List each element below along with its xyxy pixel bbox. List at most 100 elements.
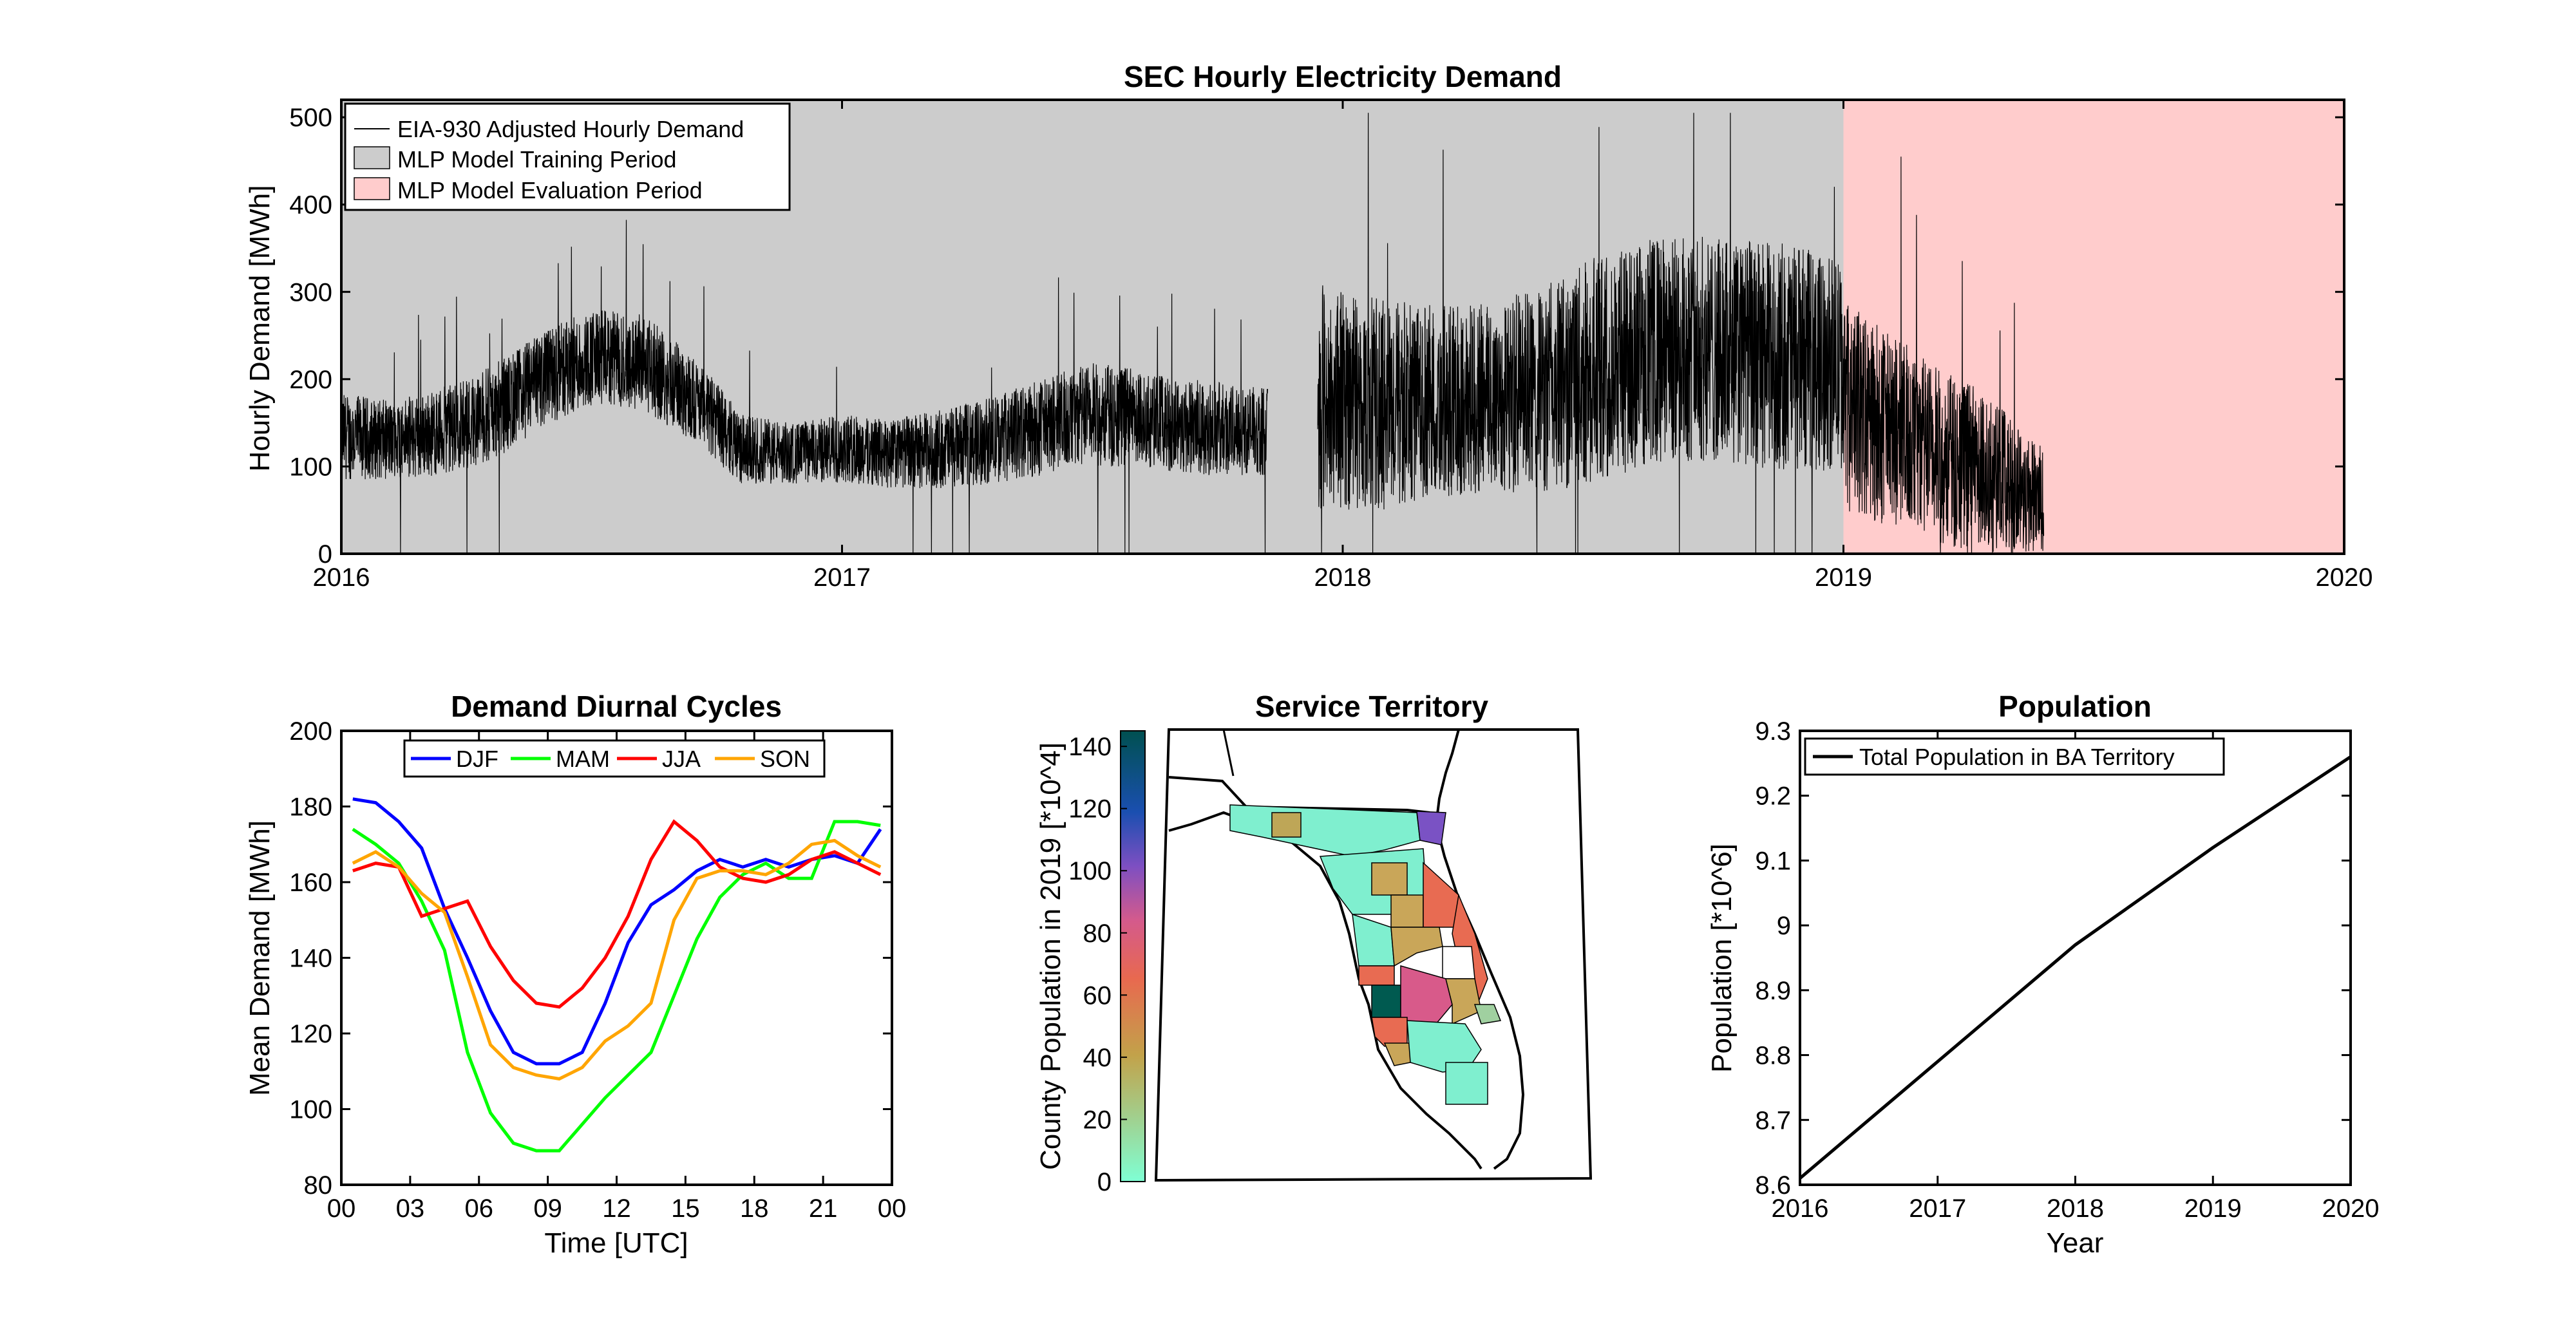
- x-tick-label: 2018: [1314, 563, 1372, 592]
- y-tick-label: 9.3: [1755, 717, 1791, 746]
- county-citrus: [1352, 913, 1395, 966]
- county-duval: [1416, 811, 1446, 845]
- diurnal-x-ticks: 00 03 06 09 12 15 18 21 00: [327, 731, 907, 1223]
- population-y-ticks: 8.6 8.7 8.8 8.9 9 9.1 9.2 9.3: [1755, 717, 2351, 1200]
- series-djf: [352, 797, 882, 1066]
- legend-evaluation-swatch: [354, 177, 390, 200]
- colorbar-tick-label: 80: [1083, 919, 1112, 948]
- x-tick-label: 12: [602, 1194, 631, 1223]
- territory-title: Service Territory: [1255, 690, 1489, 723]
- colorbar-tick-label: 100: [1068, 857, 1112, 885]
- x-tick-label: 00: [878, 1194, 907, 1223]
- legend-jja-label: JJA: [662, 746, 701, 772]
- y-tick-label: 500: [289, 104, 332, 132]
- legend-mam-label: MAM: [556, 746, 610, 772]
- x-tick-label: 2020: [2316, 563, 2373, 592]
- population-ylabel: Population [*10^6]: [1706, 844, 1738, 1073]
- series-mam: [352, 820, 881, 1153]
- diurnal-legend: DJF MAM JJA SON: [403, 739, 826, 778]
- x-tick-label: 2016: [1772, 1194, 1829, 1223]
- county-north-2: [1271, 812, 1302, 838]
- diurnal-series: [352, 797, 882, 1153]
- x-tick-label: 21: [809, 1194, 838, 1223]
- y-tick-label: 100: [289, 453, 332, 481]
- legend-djf-label: DJF: [456, 746, 498, 772]
- x-tick-label: 2017: [1909, 1194, 1966, 1223]
- population-panel: 2016 2017 2018 2019 2020 8.6 8.7 8.8 8.9 9 9.1 9.2…: [1706, 690, 2379, 1259]
- county-alachua: [1371, 862, 1408, 896]
- county-orange: [1442, 946, 1475, 979]
- y-tick-label: 140: [289, 945, 332, 973]
- population-series: [1799, 755, 2352, 1180]
- county-polk: [1400, 965, 1453, 1024]
- colorbar-label-main: County Population in 2019 [*10^4]: [1035, 742, 1066, 1170]
- legend-evaluation-label: MLP Model Evaluation Period: [397, 177, 703, 203]
- legend-training-label: MLP Model Training Period: [397, 146, 677, 173]
- map-frame: [1154, 728, 1593, 1182]
- colorbar-tick-label: 0: [1097, 1168, 1112, 1196]
- colorbar-tick-label: 140: [1068, 733, 1112, 761]
- x-tick-label: 06: [465, 1194, 494, 1223]
- county-highlands: [1445, 1062, 1488, 1105]
- x-tick-label: 18: [740, 1194, 769, 1223]
- territory-panel: 0 20 40 60 80 100 120 140 County Population in …: [1035, 690, 1593, 1196]
- y-tick-label: 8.6: [1755, 1171, 1791, 1200]
- diurnal-xlabel: Time [UTC]: [544, 1227, 688, 1259]
- legend-training-swatch: [354, 146, 390, 169]
- y-tick-label: 9: [1777, 912, 1791, 940]
- demand-legend-box: [344, 102, 791, 211]
- x-tick-label: 2019: [2184, 1194, 2242, 1223]
- demand-ylabel: Hourly Demand [MWh]: [244, 185, 276, 471]
- population-xlabel: Year: [2047, 1227, 2104, 1259]
- y-tick-label: 120: [289, 1020, 332, 1048]
- y-tick-label: 9.1: [1755, 847, 1791, 875]
- county-pasco: [1358, 965, 1395, 986]
- colorbar: [1120, 730, 1146, 1182]
- county-lake: [1390, 927, 1443, 967]
- y-tick-label: 400: [289, 191, 332, 220]
- demand-line: [1842, 156, 2045, 554]
- colorbar-ticks: 0 20 40 60 80 100 120 140: [1068, 733, 1127, 1196]
- county-hillsborough: [1371, 985, 1401, 1018]
- y-tick-label: 80: [304, 1171, 333, 1200]
- colorbar-tick-label: 20: [1083, 1106, 1112, 1134]
- y-tick-label: 300: [289, 278, 332, 306]
- y-tick-label: 160: [289, 869, 332, 897]
- demand-line: [341, 220, 1268, 554]
- y-tick-label: 8.9: [1755, 977, 1791, 1005]
- legend-population-label: Total Population in BA Territory: [1859, 744, 2175, 770]
- demand-legend: EIA-930 Adjusted Hourly Demand MLP Model…: [344, 102, 791, 211]
- population-axes-frame: [1799, 730, 2352, 1186]
- x-tick-label: 2018: [2047, 1194, 2104, 1223]
- colorbar-tick-label: 60: [1083, 981, 1112, 1010]
- county-osceola: [1445, 978, 1482, 1025]
- legend-son-label: SON: [760, 746, 810, 772]
- series-jja: [352, 819, 882, 1009]
- y-tick-label: 200: [289, 366, 332, 394]
- diurnal-panel: 00 03 06 09 12 15 18 21 00 80100120140160180200 …: [244, 690, 906, 1259]
- alabama-border: [1222, 729, 1235, 777]
- x-tick-label: 09: [533, 1194, 562, 1223]
- population-title: Population: [1998, 690, 2152, 723]
- y-tick-label: 9.2: [1755, 782, 1791, 811]
- colorbar-label: County Population in 2019 [*10^4]: [1035, 742, 1066, 1170]
- x-tick-label: 2020: [2322, 1194, 2380, 1223]
- diurnal-ylabel: Mean Demand [MWh]: [244, 820, 276, 1096]
- county-north-1: [1229, 804, 1421, 857]
- y-tick-label: 8.8: [1755, 1042, 1791, 1070]
- colorbar-tick-label: 40: [1083, 1044, 1112, 1072]
- population-legend-box: [1804, 737, 2225, 776]
- population-x-ticks: 2016 2017 2018 2019 2020: [1772, 731, 2380, 1223]
- x-tick-label: 15: [671, 1194, 700, 1223]
- demand-panel: 2016 2017 2018 2019 2020 0 100 200 300 400 500 SE…: [244, 60, 2372, 592]
- x-tick-label: 2019: [1815, 563, 1872, 592]
- population-legend: Total Population in BA Territory: [1804, 737, 2225, 776]
- y-tick-label: 180: [289, 793, 332, 822]
- y-tick-label: 8.7: [1755, 1106, 1791, 1135]
- x-tick-label: 03: [396, 1194, 425, 1223]
- demand-y-ticks: 0 100 200 300 400 500: [289, 104, 2344, 569]
- county-marion: [1390, 894, 1424, 928]
- demand-x-ticks: 2016 2017 2018 2019 2020: [313, 100, 2373, 592]
- period-band: [1843, 100, 2344, 554]
- x-tick-label: 2017: [813, 563, 871, 592]
